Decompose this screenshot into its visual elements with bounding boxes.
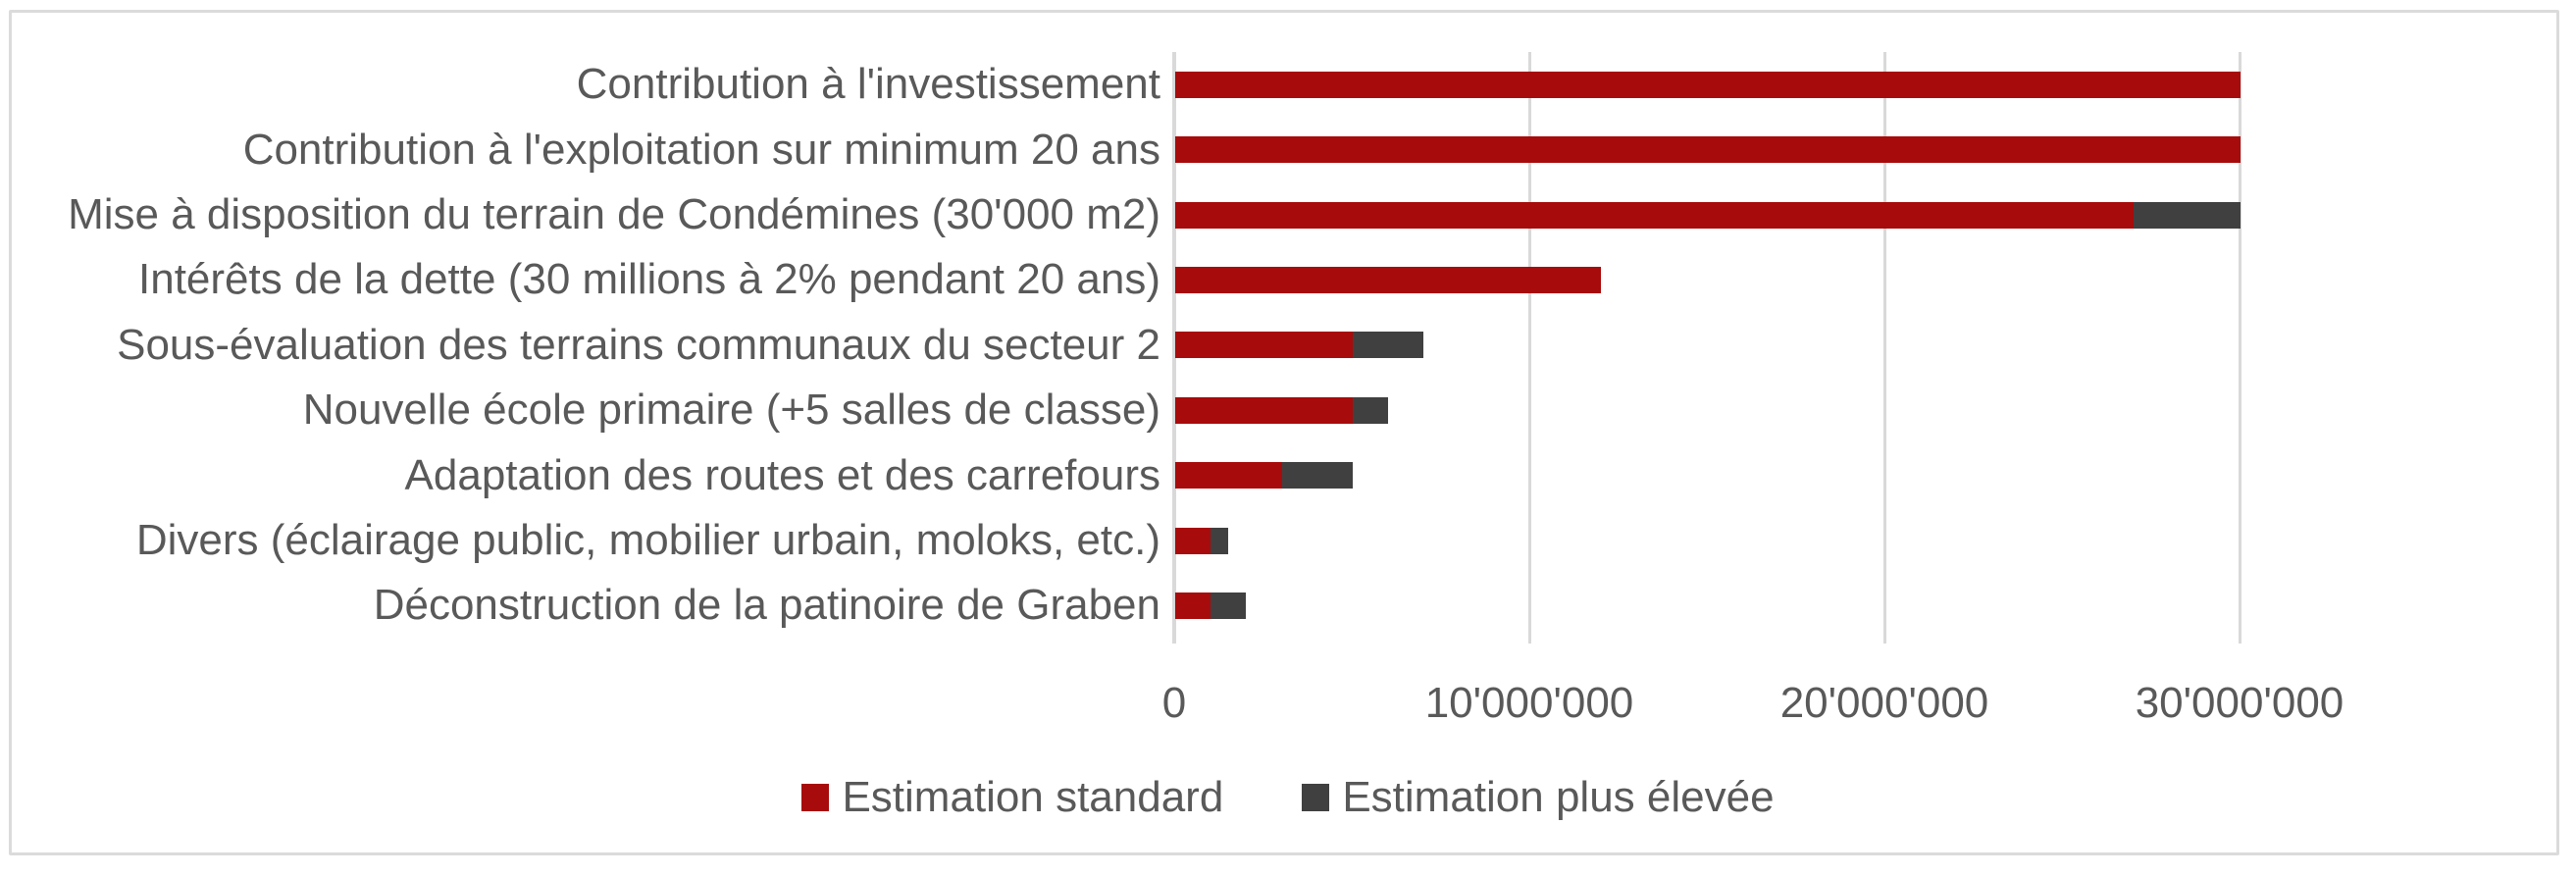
- bar-segment-higher: [1281, 462, 1353, 490]
- bar-segment-higher: [1211, 527, 1229, 554]
- bar-segment-higher: [1353, 396, 1389, 424]
- bar-segment-standard: [1175, 71, 2241, 98]
- bar-segment-standard: [1175, 136, 2241, 164]
- bar-segment-standard: [1175, 332, 1353, 359]
- bar-segment-standard: [1175, 201, 2135, 229]
- legend-marker-standard-icon: [801, 784, 830, 811]
- legend-marker-higher-icon: [1302, 784, 1330, 811]
- bar-segment-standard: [1175, 527, 1211, 554]
- x-axis-tick-label: 10'000'000: [1424, 679, 1634, 727]
- bar-segment-higher: [1211, 592, 1247, 619]
- legend-label-standard: Estimation standard: [842, 773, 1224, 821]
- legend-item-standard: Estimation standard: [801, 773, 1223, 822]
- bar-segment-standard: [1175, 462, 1282, 490]
- x-axis-tick-label: 0: [1161, 679, 1187, 727]
- bar-row: [1175, 71, 2241, 98]
- bar-row: [1175, 527, 1229, 554]
- category-label: Intérêts de la dette (30 millions à 2% p…: [138, 255, 1160, 304]
- bar-row: [1175, 592, 1247, 619]
- legend-label-higher: Estimation plus élevée: [1342, 773, 1775, 821]
- bar-row: [1175, 396, 1389, 424]
- category-label: Contribution à l'investissement: [576, 60, 1160, 109]
- category-label: Divers (éclairage public, mobilier urbai…: [135, 515, 1160, 564]
- legend-item-higher: Estimation plus élevée: [1302, 773, 1775, 822]
- x-axis-tick-label: 20'000'000: [1779, 679, 1989, 727]
- gridline: [1882, 52, 1886, 644]
- gridline: [1527, 52, 1531, 644]
- x-axis-tick-label: 30'000'000: [2135, 679, 2344, 727]
- bar-row: [1175, 136, 2241, 164]
- bar-segment-standard: [1175, 396, 1353, 424]
- gridline: [2238, 52, 2241, 644]
- value-axis-line: [1172, 52, 1176, 644]
- category-label: Sous-évaluation des terrains communaux d…: [117, 320, 1160, 369]
- category-label: Contribution à l'exploitation sur minimu…: [242, 125, 1160, 174]
- category-label: Nouvelle école primaire (+5 salles de cl…: [302, 386, 1160, 435]
- bar-row: [1175, 462, 1353, 490]
- bar-row: [1175, 332, 1424, 359]
- bar-row: [1175, 266, 1602, 293]
- bar-segment-standard: [1175, 266, 1602, 293]
- bar-row: [1175, 201, 2241, 229]
- category-label: Mise à disposition du terrain de Condémi…: [68, 189, 1160, 238]
- legend: Estimation standard Estimation plus élev…: [0, 769, 2576, 826]
- bar-segment-higher: [2134, 201, 2241, 229]
- category-label: Déconstruction de la patinoire de Graben: [373, 581, 1160, 630]
- bar-segment-higher: [1353, 332, 1424, 359]
- bar-segment-standard: [1175, 592, 1211, 619]
- category-label: Adaptation des routes et des carrefours: [404, 450, 1160, 499]
